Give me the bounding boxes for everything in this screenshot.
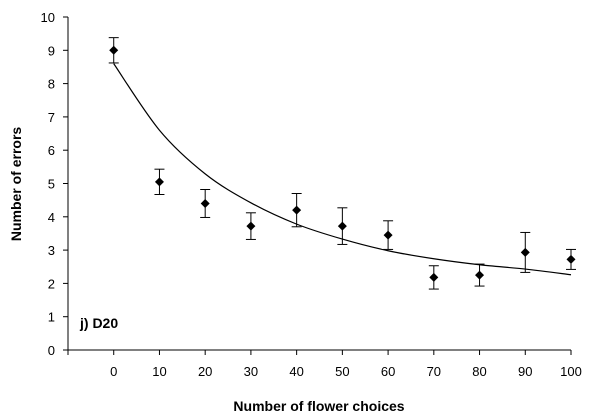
x-tick-label: 30 [244,364,258,379]
y-tick-label: 4 [48,210,55,225]
x-tick-label: 0 [110,364,117,379]
x-tick-label: 40 [289,364,303,379]
y-tick-label: 8 [48,77,55,92]
y-tick-label: 0 [48,343,55,358]
data-point-diamond [246,221,256,231]
y-axis-title: Number of errors [8,127,24,242]
x-tick-label: 90 [518,364,532,379]
y-tick-label: 2 [48,276,55,291]
y-tick-label: 9 [48,43,55,58]
data-point-diamond [109,45,119,55]
data-point-diamond [520,247,530,257]
data-point-diamond [292,205,302,215]
x-tick-label: 80 [472,364,486,379]
data-points [108,37,576,290]
data-point-diamond [337,221,347,231]
x-tick-label: 60 [381,364,395,379]
x-axis-title: Number of flower choices [233,398,404,414]
data-point-diamond [154,177,164,187]
x-tick-label: 50 [335,364,349,379]
data-point-diamond [200,198,210,208]
x-tick-label: 70 [427,364,441,379]
y-tick-label: 1 [48,310,55,325]
panel-label: j) D20 [79,315,118,331]
data-point-diamond [429,272,439,282]
x-tick-label: 10 [152,364,166,379]
data-point-diamond [566,254,576,264]
y-axis: 0 1 2 3 4 5 6 7 8 9 10 [41,10,69,358]
data-point-diamond [383,230,393,240]
y-tick-label: 7 [48,110,55,125]
y-tick-label: 3 [48,243,55,258]
x-tick-label: 100 [560,364,582,379]
x-tick-label: 20 [198,364,212,379]
x-axis: 0 10 20 30 40 50 60 70 80 90 100 [67,349,582,379]
data-point-diamond [475,270,485,280]
y-tick-label: 5 [48,177,55,192]
y-tick-label: 6 [48,143,55,158]
y-tick-label: 10 [41,10,55,25]
